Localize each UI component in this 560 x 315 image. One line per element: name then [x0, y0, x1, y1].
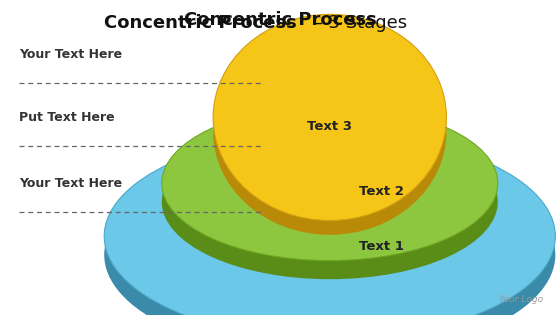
Text: Your Text Here: Your Text Here: [18, 48, 122, 61]
Text: Text 3: Text 3: [307, 119, 352, 133]
Ellipse shape: [213, 14, 446, 220]
Text: Concentric Process: Concentric Process: [184, 11, 376, 29]
Text: Put Text Here: Put Text Here: [18, 111, 114, 124]
Text: – 3 Stages: – 3 Stages: [308, 14, 407, 32]
Text: Text 2: Text 2: [358, 185, 404, 198]
Ellipse shape: [162, 124, 498, 279]
Text: Your Text Here: Your Text Here: [18, 177, 122, 190]
Ellipse shape: [104, 133, 556, 315]
Text: Concentric Process: Concentric Process: [104, 14, 296, 32]
Ellipse shape: [213, 29, 446, 235]
Text: Text 1: Text 1: [358, 240, 404, 253]
Text: Your Logo: Your Logo: [499, 295, 543, 304]
Ellipse shape: [104, 152, 556, 315]
Ellipse shape: [162, 106, 498, 261]
